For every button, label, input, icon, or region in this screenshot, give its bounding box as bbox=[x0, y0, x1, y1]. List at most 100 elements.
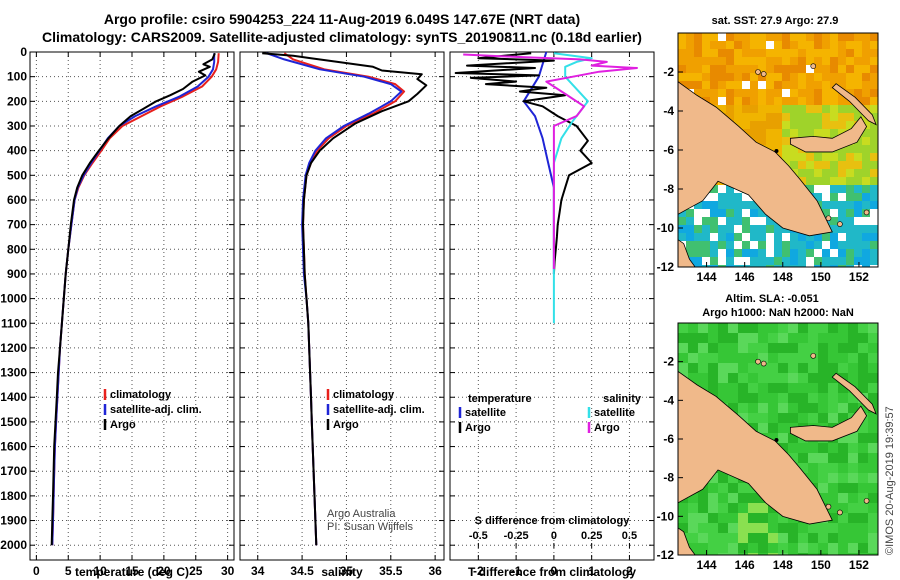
map-cell bbox=[818, 533, 828, 543]
map-cell bbox=[846, 89, 854, 97]
map-cell bbox=[788, 453, 798, 463]
map-cell bbox=[838, 145, 846, 153]
map-cell bbox=[782, 249, 790, 257]
map-cell bbox=[750, 241, 758, 249]
land-island bbox=[755, 358, 761, 365]
map-cell bbox=[678, 503, 688, 513]
map-cell bbox=[854, 185, 862, 193]
map-cell bbox=[870, 121, 878, 129]
map-cell bbox=[838, 353, 848, 363]
map-cell bbox=[678, 333, 688, 343]
map-cell bbox=[808, 543, 818, 553]
map-cell bbox=[828, 503, 838, 513]
map-cell bbox=[686, 249, 694, 257]
map-cell bbox=[758, 73, 766, 81]
map-cell bbox=[870, 89, 878, 97]
map-cell bbox=[778, 423, 788, 433]
map-cell bbox=[814, 33, 822, 41]
map-cell bbox=[718, 553, 728, 555]
map-cell bbox=[734, 257, 742, 265]
map-cell bbox=[766, 249, 774, 257]
map-cell bbox=[718, 65, 726, 73]
y-tick-label: 1700 bbox=[0, 464, 27, 478]
map-cell bbox=[822, 185, 830, 193]
map-cell bbox=[702, 249, 710, 257]
x-tick-label: 2 bbox=[626, 564, 633, 578]
map-cell bbox=[822, 241, 830, 249]
map-cell bbox=[828, 413, 838, 423]
y-tick-label: 900 bbox=[7, 267, 27, 281]
map-cell bbox=[718, 393, 728, 403]
map-cell bbox=[870, 33, 878, 41]
legend-label: satellite-adj. clim. bbox=[333, 404, 425, 416]
map-cell bbox=[768, 403, 778, 413]
map-cell bbox=[788, 533, 798, 543]
y-tick-label: 300 bbox=[7, 119, 27, 133]
y-tick-label: 1500 bbox=[0, 415, 27, 429]
map-cell bbox=[708, 323, 718, 333]
map-cell bbox=[798, 353, 808, 363]
map-cell bbox=[688, 503, 698, 513]
y-tick-label: 400 bbox=[7, 144, 27, 158]
map-cell bbox=[830, 121, 838, 129]
sla-map-title-1: Altim. SLA: -0.051 bbox=[725, 293, 819, 305]
land-cape-york bbox=[678, 239, 696, 267]
map-cell bbox=[862, 65, 870, 73]
map-cell bbox=[778, 373, 788, 383]
map-cell bbox=[818, 343, 828, 353]
map-cell bbox=[838, 193, 846, 201]
map-cell bbox=[726, 33, 734, 41]
map-cell bbox=[686, 49, 694, 57]
map-cell bbox=[708, 363, 718, 373]
map-cell bbox=[838, 413, 848, 423]
map-cell bbox=[718, 493, 728, 503]
map-cell bbox=[798, 81, 806, 89]
map-cell bbox=[798, 323, 808, 333]
map-cell bbox=[798, 113, 806, 121]
map-cell bbox=[750, 89, 758, 97]
map-cell bbox=[782, 145, 790, 153]
map-cell bbox=[798, 129, 806, 137]
map-cell bbox=[698, 383, 708, 393]
map-cell bbox=[702, 217, 710, 225]
map-cell bbox=[870, 65, 878, 73]
map-cell bbox=[702, 33, 710, 41]
map-cell bbox=[734, 113, 742, 121]
map-cell bbox=[718, 503, 728, 513]
map-cell bbox=[774, 73, 782, 81]
map-cell bbox=[822, 65, 830, 73]
argo-position-marker bbox=[774, 437, 779, 442]
map-cell bbox=[806, 65, 814, 73]
map-cell bbox=[742, 217, 750, 225]
map-cell bbox=[798, 41, 806, 49]
map-cell bbox=[694, 257, 702, 265]
map-cell bbox=[806, 113, 814, 121]
map-cell bbox=[734, 89, 742, 97]
map-cell bbox=[768, 333, 778, 343]
map-cell bbox=[766, 105, 774, 113]
map-cell bbox=[846, 105, 854, 113]
map-cell bbox=[854, 257, 862, 265]
map-cell bbox=[870, 257, 878, 265]
map-cell bbox=[774, 241, 782, 249]
x-tick-label: 0 bbox=[551, 564, 558, 578]
map-cell bbox=[758, 423, 768, 433]
map-cell bbox=[862, 225, 870, 233]
map-cell bbox=[814, 249, 822, 257]
map-cell bbox=[838, 383, 848, 393]
map-cell bbox=[806, 257, 814, 265]
map-cell bbox=[778, 443, 788, 453]
map-cell bbox=[718, 373, 728, 383]
map-cell bbox=[846, 225, 854, 233]
map-cell bbox=[750, 105, 758, 113]
map-cell bbox=[758, 217, 766, 225]
map-cell bbox=[738, 343, 748, 353]
map-cell bbox=[838, 65, 846, 73]
map-cell bbox=[766, 49, 774, 57]
map-cell bbox=[806, 177, 814, 185]
map-cell bbox=[726, 209, 734, 217]
map-cell bbox=[768, 423, 778, 433]
map-cell bbox=[694, 209, 702, 217]
map-cell bbox=[758, 373, 768, 383]
map-cell bbox=[854, 41, 862, 49]
